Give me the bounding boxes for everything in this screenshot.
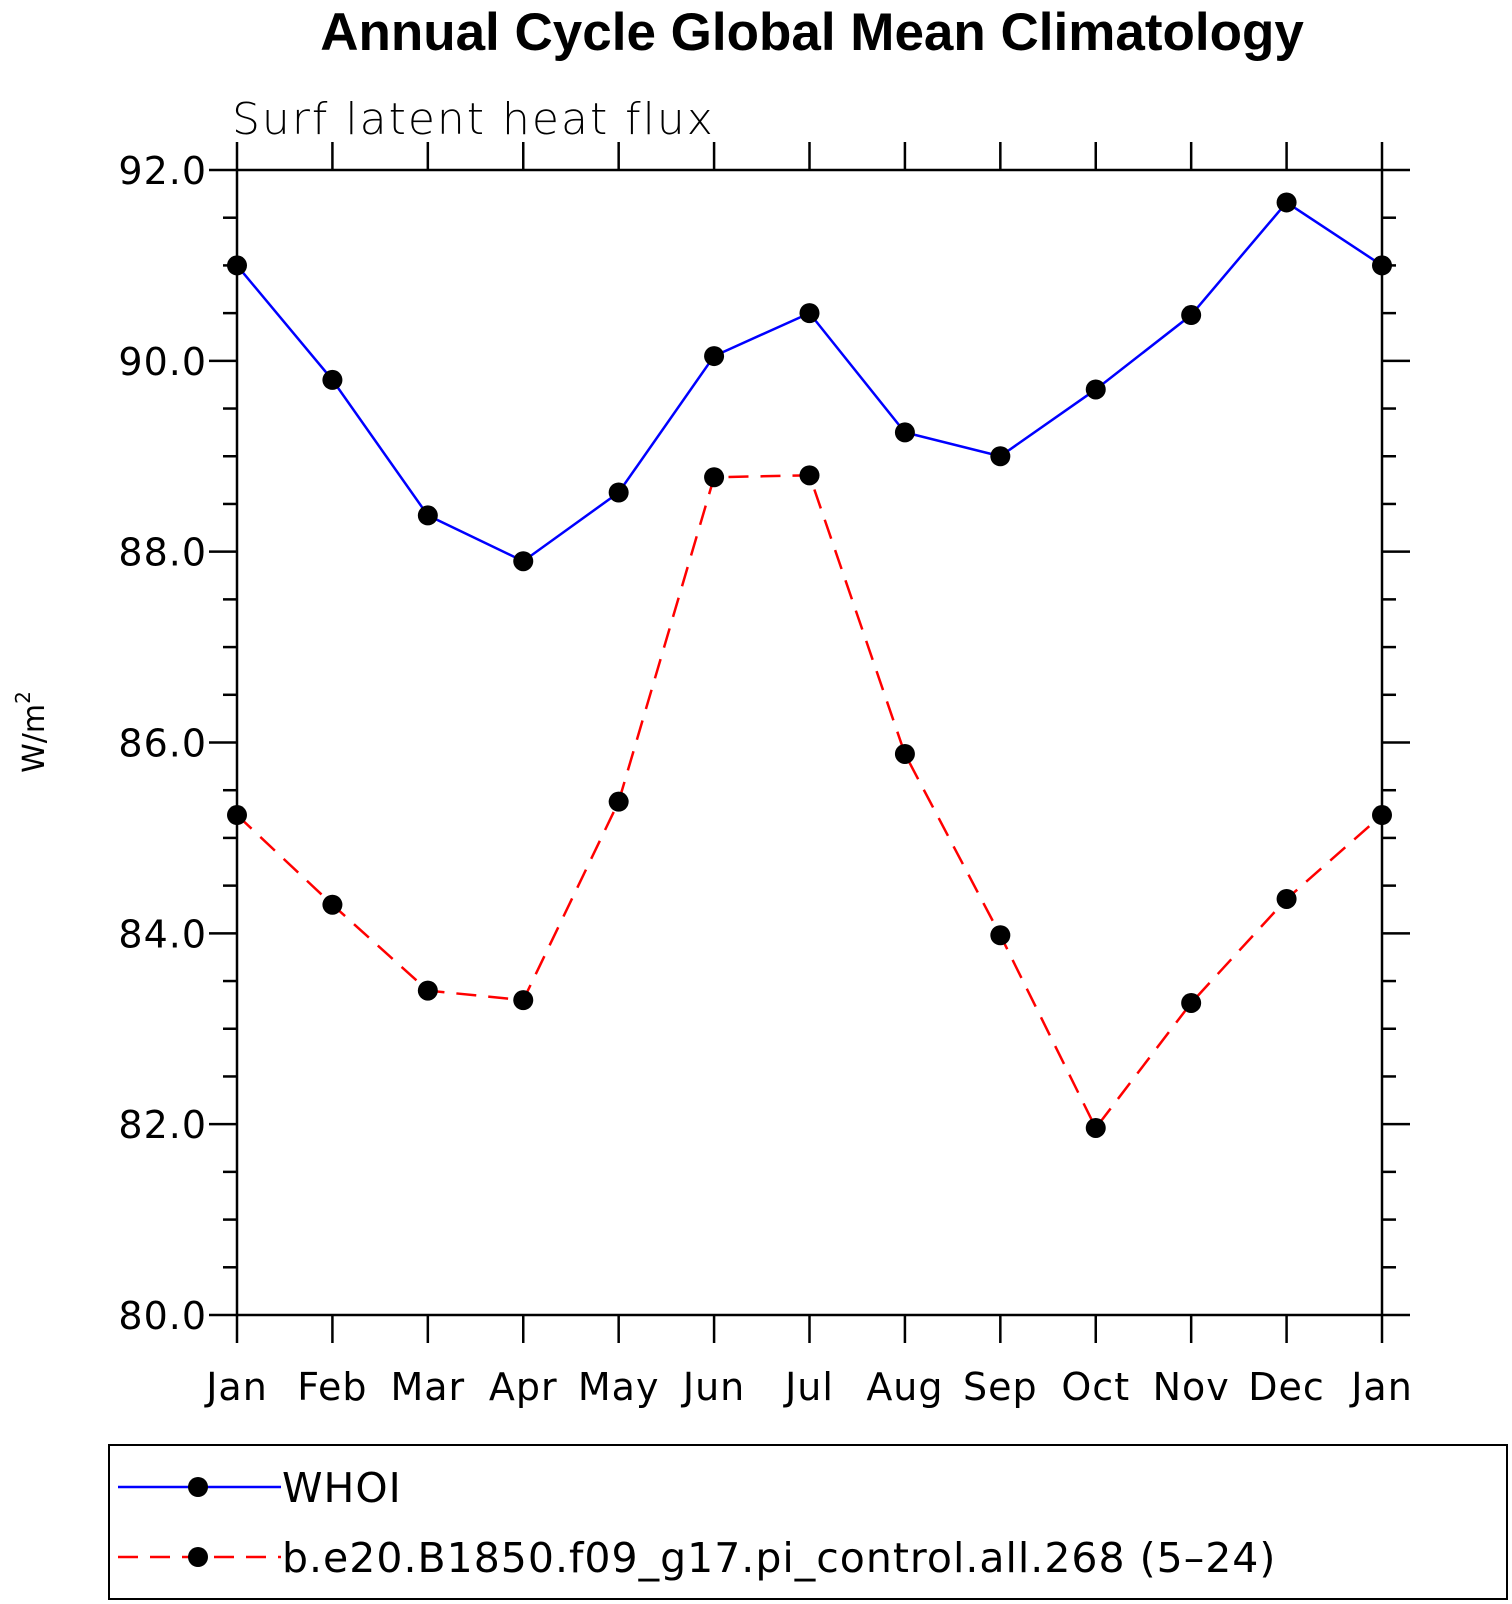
y-tick-labels: 80.0 82.0 84.0 86.0 88.0 90.0 92.0 [118, 149, 207, 1338]
legend-marker-whoi [188, 1477, 208, 1497]
data-point-series-0 [894, 422, 915, 443]
data-point-series-0 [513, 551, 534, 572]
data-point-series-0 [704, 346, 725, 367]
data-point-series-0 [1181, 305, 1202, 326]
legend-box [108, 1444, 1508, 1600]
data-point-series-1 [513, 990, 534, 1011]
data-point-series-0 [608, 482, 629, 503]
data-point-series-1 [227, 805, 247, 826]
x-tick-label: Oct [1061, 1365, 1130, 1409]
y-tick-label: 90.0 [118, 340, 207, 384]
x-tick-label: May [578, 1365, 660, 1409]
data-point-series-1 [1372, 805, 1392, 826]
x-tick-label: Sep [963, 1365, 1038, 1409]
data-point-series-0 [227, 255, 247, 276]
data-point-series-0 [990, 446, 1011, 467]
data-point-series-1 [322, 894, 343, 915]
x-tick-label: Apr [489, 1365, 558, 1409]
data-point-series-0 [799, 303, 820, 324]
x-tick-label: Jun [681, 1365, 745, 1409]
data-point-series-1 [1181, 992, 1202, 1013]
x-tick-label: Aug [866, 1365, 943, 1409]
chart-title: Annual Cycle Global Mean Climatology [320, 3, 1304, 62]
y-tick-label: 86.0 [118, 722, 207, 766]
data-point-series-0 [1372, 255, 1392, 276]
data-point-series-1 [1085, 1117, 1106, 1138]
y-tick-label: 84.0 [118, 912, 207, 956]
legend-label-whoi: WHOI [282, 1464, 402, 1512]
plot-axes [209, 142, 1410, 1343]
legend: WHOI b.e20.B1850.f09_g17.pi_control.all.… [108, 1444, 1508, 1600]
x-tick-label: Nov [1153, 1365, 1230, 1409]
legend-label-control: b.e20.B1850.f09_g17.pi_control.all.268 (… [282, 1534, 1276, 1582]
plot-frame [235, 168, 1384, 1317]
data-point-series-1 [1276, 888, 1297, 909]
series-group [227, 192, 1392, 1138]
y-axis-label: W/m2 [11, 691, 52, 773]
x-tick-labels: Jan Feb Mar Apr May Jun Jul Aug Sep Oct Nov Dec Jan [204, 1365, 1413, 1409]
x-tick-label: Jan [1349, 1365, 1413, 1409]
y-tick-label: 82.0 [118, 1103, 207, 1147]
y-tick-label: 88.0 [118, 531, 207, 575]
data-point-series-1 [894, 743, 915, 764]
series-line-0 [236, 200, 1383, 563]
legend-marker-control [188, 1547, 208, 1567]
data-point-series-0 [1276, 192, 1297, 213]
data-point-series-0 [322, 369, 343, 390]
data-point-series-1 [608, 791, 629, 812]
data-point-series-1 [799, 465, 820, 486]
chart-subtitle: Surf latent heat flux [232, 94, 715, 145]
data-point-series-0 [1085, 379, 1106, 400]
x-tick-label: Dec [1248, 1365, 1325, 1409]
series-line-1 [236, 474, 1383, 1131]
data-point-series-1 [990, 925, 1011, 946]
y-tick-label: 80.0 [118, 1294, 207, 1338]
x-tick-label: Feb [297, 1365, 367, 1409]
data-point-series-1 [417, 980, 438, 1001]
data-point-series-1 [704, 467, 725, 488]
data-point-series-0 [417, 505, 438, 526]
x-tick-label: Jan [204, 1365, 268, 1409]
y-tick-label: 92.0 [118, 149, 207, 193]
x-tick-label: Mar [390, 1365, 465, 1409]
x-tick-label: Jul [783, 1365, 834, 1409]
